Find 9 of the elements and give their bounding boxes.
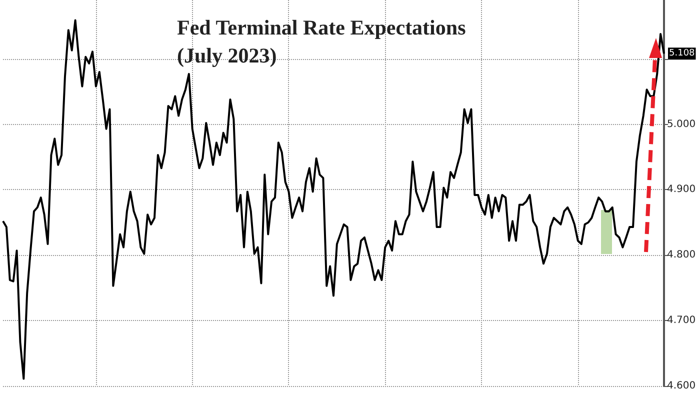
y-tick-label: 5.000 [667,118,696,130]
y-tick-label: 4.800 [667,250,696,261]
text: (July 2023) [177,44,277,68]
y-tick-label: 4.900 [667,184,696,196]
data-label: 5.108 [669,48,696,59]
line-series [2,19,665,380]
text: Fed Terminal Rate Expectations [177,16,466,40]
y-tick-label: 4.700 [667,315,696,326]
y-tick-label: 4.600 [667,380,696,392]
